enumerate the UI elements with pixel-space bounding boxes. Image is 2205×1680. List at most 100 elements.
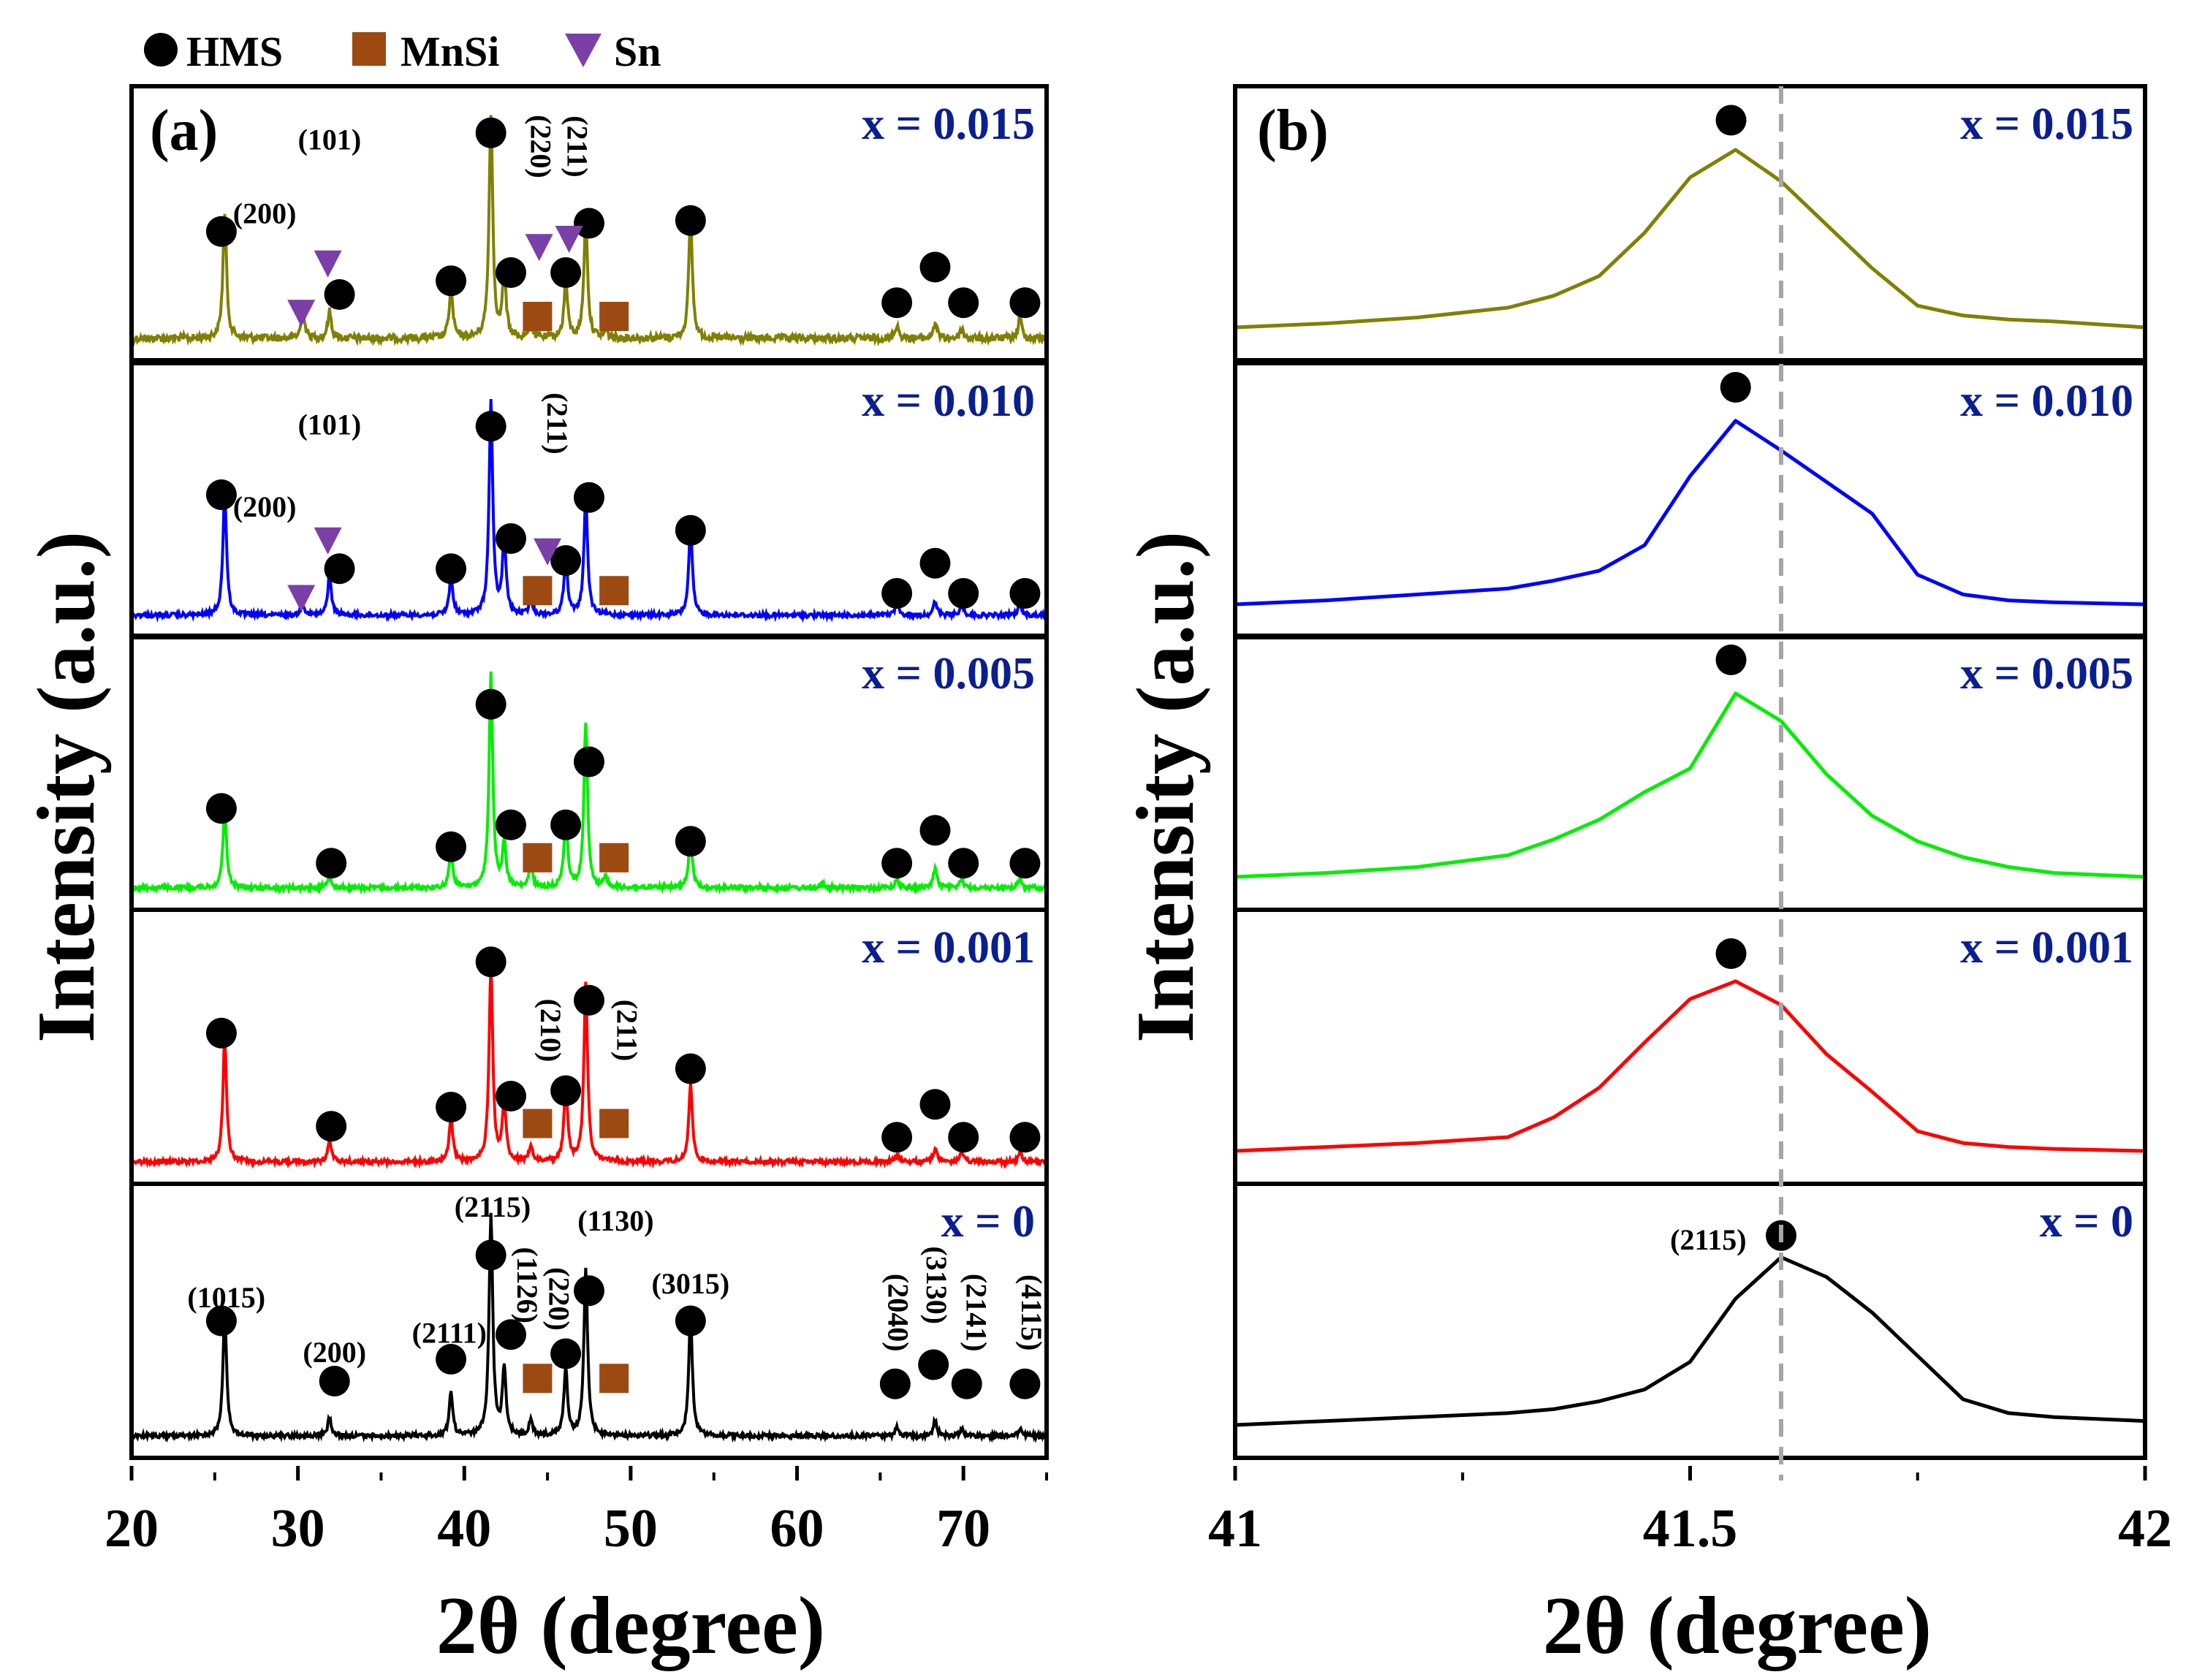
panel-a-sn-marker <box>314 250 342 278</box>
miller-index-label: (2141) <box>960 1274 993 1352</box>
miller-index-label: (211) <box>561 115 593 177</box>
panel-a-hms-marker <box>948 578 979 609</box>
panel-a-hms-marker <box>475 1239 506 1271</box>
miller-index-label: (2111) <box>412 1317 487 1350</box>
panel-a-frame <box>129 1182 1049 1460</box>
sample-composition-label: x = 0 <box>941 1197 1035 1247</box>
panel-a-hms-marker <box>496 1319 527 1350</box>
panel-a-mnsi-marker <box>599 302 629 331</box>
miller-index-label: (200) <box>233 197 297 230</box>
panel-a-hms-marker <box>879 1368 911 1399</box>
miller-index-label: (2040) <box>882 1274 915 1352</box>
panel-b-hms-marker <box>1715 104 1747 136</box>
panel-b-frame <box>1233 1182 2147 1460</box>
panel-a-mnsi-marker <box>523 1364 553 1394</box>
panel-a-hms-marker <box>918 1349 949 1380</box>
sample-composition-label: x = 0.001 <box>862 923 1035 973</box>
panel-a-hms-marker <box>324 553 355 585</box>
panel-a-mnsi-marker <box>523 576 553 606</box>
panel-a-hms-marker <box>675 205 706 236</box>
peak-profile-line <box>1234 1255 2146 1427</box>
panel-a-hms-marker <box>475 117 506 148</box>
panel-a-hms-marker <box>1009 578 1041 609</box>
panel-a-hms-marker <box>948 1122 979 1153</box>
panel-a-hms-marker <box>951 1368 982 1399</box>
panel-a-hms-marker <box>948 848 979 879</box>
panel-b-subplot: x = 0.005 <box>1234 645 2146 879</box>
xrd-pattern-line <box>130 671 1047 895</box>
panel-a-hms-marker <box>948 287 979 319</box>
miller-index-label: (211) <box>541 392 574 454</box>
panel-a-hms-marker <box>205 479 237 510</box>
panel-a-hms-marker <box>205 216 237 247</box>
miller-index-label: (1126) <box>511 1247 544 1323</box>
panel-a-frame <box>129 84 1049 362</box>
panel-a-hms-marker <box>574 1275 604 1307</box>
panel-a-hms-marker <box>919 547 951 579</box>
panel-a-xlabel: 2θ (degree) <box>436 1581 825 1671</box>
panel-b-xlabel: 2θ (degree) <box>1543 1581 1932 1671</box>
miller-index-label: (200) <box>233 490 297 523</box>
panel-a-hms-marker <box>881 1122 913 1153</box>
panel-a-hms-marker <box>881 287 913 319</box>
peak-profile-line <box>1234 419 2146 607</box>
panel-a-sn-marker <box>287 585 316 612</box>
panel-a-hms-marker <box>436 265 467 297</box>
xrd-pattern-line <box>130 398 1048 623</box>
x-tick-label: 70 <box>936 1499 990 1559</box>
panel-b-hms-marker <box>1715 645 1747 675</box>
panel-b: Intensity (a.u.) x = 0.015 x = 0.010 x = 0… <box>1120 84 2172 1671</box>
panel-a-hms-marker <box>919 1089 951 1120</box>
panel-b-hms-marker <box>1720 372 1751 403</box>
panel-a-mnsi-marker <box>599 576 629 606</box>
panel-a-mnsi-marker <box>523 843 553 873</box>
x-tick-label: 50 <box>604 1499 658 1559</box>
panel-a-subplot: x = 0.010 (101) (200) (211) <box>130 376 1048 623</box>
legend-mnsi-label: MnSi <box>401 28 499 75</box>
legend-sn-label: Sn <box>614 28 661 75</box>
panel-a-mnsi-marker <box>523 302 553 331</box>
miller-index-label: (200) <box>303 1336 366 1369</box>
panel-a-hms-marker <box>675 514 706 546</box>
panel-a-hms-marker <box>205 793 237 824</box>
legend-mnsi-marker <box>352 32 386 66</box>
miller-index-label: (2115) <box>1670 1223 1746 1256</box>
panel-a-hms-marker <box>319 1366 350 1396</box>
panel-a: Intensity (a.u.) x = 0.015 (101) (200) (220… <box>21 84 1049 1671</box>
panel-a-subplot: x = 0.005 <box>130 649 1047 895</box>
panel-b-subplot: x = 0.015 <box>1234 99 2146 330</box>
sample-composition-label: x = 0 <box>2040 1197 2133 1247</box>
panel-a-hms-marker <box>550 545 582 576</box>
panel-a-hms-marker <box>316 1111 347 1142</box>
panel-a-sn-marker <box>314 527 342 555</box>
panel-a-hms-marker <box>475 411 506 442</box>
panel-b-hms-marker <box>1715 938 1747 969</box>
panel-a-mnsi-marker <box>523 1109 553 1139</box>
panel-a-hms-marker <box>574 208 604 239</box>
panel-a-hms-marker <box>1009 1122 1041 1153</box>
panel-a-hms-marker <box>496 1081 527 1111</box>
panel-a-hms-marker <box>881 848 913 879</box>
panel-a-hms-marker <box>436 553 467 585</box>
panel-b-ylabel: Intensity (a.u.) <box>1120 531 1211 1043</box>
miller-index-label: (210) <box>534 999 567 1063</box>
panel-a-hms-marker <box>675 1305 706 1337</box>
sample-composition-label: x = 0.015 <box>862 99 1035 149</box>
panel-a-hms-marker <box>324 279 355 310</box>
panel-b-title: (b) <box>1257 99 1329 163</box>
legend-hms-marker <box>144 33 178 66</box>
panel-a-hms-marker <box>436 1344 467 1375</box>
x-tick-label: 30 <box>271 1499 325 1559</box>
panel-a-hms-marker <box>496 809 527 840</box>
x-tick-label: 41 <box>1208 1499 1262 1559</box>
panel-a-hms-marker <box>1009 1368 1041 1399</box>
panel-a-subplot: x = 0(1015)(200)(2111)(2115)(1126)(220)(… <box>130 1190 1048 1444</box>
miller-index-label: (101) <box>298 123 362 156</box>
panel-a-hms-marker <box>675 1053 706 1084</box>
legend-hms-label: HMS <box>186 28 283 75</box>
miller-index-label: (220) <box>524 115 557 178</box>
panel-a-sn-marker <box>287 300 316 327</box>
sample-composition-label: x = 0.010 <box>1960 376 2133 426</box>
panel-a-hms-marker <box>919 251 951 283</box>
